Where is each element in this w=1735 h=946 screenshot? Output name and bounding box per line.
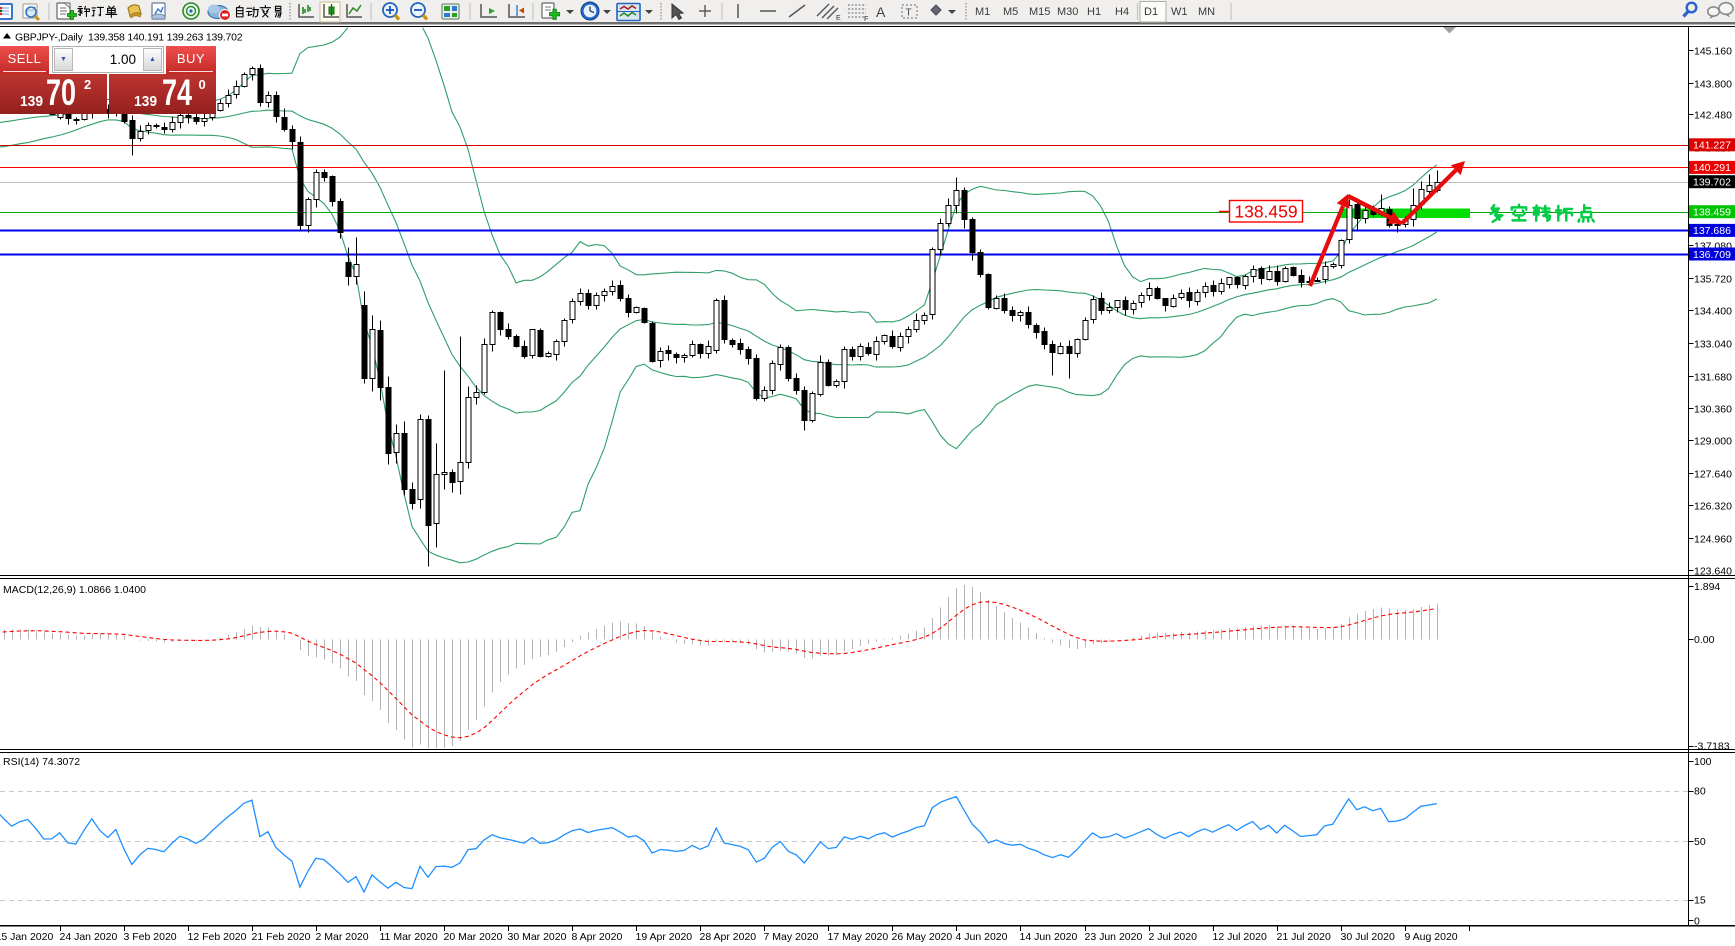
svg-text:RSI(14) 74.3072: RSI(14) 74.3072 xyxy=(3,756,80,768)
svg-text:130.360: 130.360 xyxy=(1694,403,1732,415)
svg-text:138.459: 138.459 xyxy=(1234,202,1297,222)
svg-text:2 Mar 2020: 2 Mar 2020 xyxy=(316,931,369,943)
svg-text:8 Apr 2020: 8 Apr 2020 xyxy=(572,931,623,943)
svg-text:11 Mar 2020: 11 Mar 2020 xyxy=(380,931,438,943)
svg-text:H1: H1 xyxy=(1087,6,1101,18)
svg-text:127.640: 127.640 xyxy=(1694,468,1732,480)
svg-text:1.894: 1.894 xyxy=(1694,581,1720,593)
svg-text:135.720: 135.720 xyxy=(1694,273,1732,285)
svg-text:9 Aug 2020: 9 Aug 2020 xyxy=(1405,931,1458,943)
svg-text:136.709: 136.709 xyxy=(1693,249,1731,261)
svg-text:137.686: 137.686 xyxy=(1693,225,1731,237)
svg-text:3 Feb 2020: 3 Feb 2020 xyxy=(124,931,177,943)
svg-text:21 Feb 2020: 21 Feb 2020 xyxy=(252,931,311,943)
svg-text:19 Apr 2020: 19 Apr 2020 xyxy=(636,931,693,943)
svg-text:138.459: 138.459 xyxy=(1693,207,1731,219)
svg-text:23 Jun 2020: 23 Jun 2020 xyxy=(1085,931,1143,943)
svg-text:0.00: 0.00 xyxy=(1694,634,1715,646)
svg-text:H4: H4 xyxy=(1115,6,1129,18)
svg-text:15 Jan 2020: 15 Jan 2020 xyxy=(0,931,53,943)
svg-text:30 Mar 2020: 30 Mar 2020 xyxy=(508,931,567,943)
svg-text:12 Feb 2020: 12 Feb 2020 xyxy=(188,931,247,943)
svg-text:7 May 2020: 7 May 2020 xyxy=(764,931,819,943)
svg-text:M15: M15 xyxy=(1029,6,1050,18)
svg-text:M1: M1 xyxy=(975,6,990,18)
svg-text:30 Jul 2020: 30 Jul 2020 xyxy=(1341,931,1395,943)
svg-text:80: 80 xyxy=(1694,785,1706,797)
svg-text:145.160: 145.160 xyxy=(1694,45,1732,57)
svg-text:126.320: 126.320 xyxy=(1694,500,1732,512)
svg-text:21 Jul 2020: 21 Jul 2020 xyxy=(1277,931,1331,943)
svg-text:141.227: 141.227 xyxy=(1693,140,1731,152)
svg-text:131.680: 131.680 xyxy=(1694,371,1732,383)
svg-text:124.960: 124.960 xyxy=(1694,533,1732,545)
svg-text:D1: D1 xyxy=(1144,6,1158,18)
svg-text:12 Jul 2020: 12 Jul 2020 xyxy=(1213,931,1267,943)
svg-text:15: 15 xyxy=(1694,895,1706,907)
svg-text:50: 50 xyxy=(1694,836,1706,848)
svg-text:MACD(12,26,9) 1.0866 1.0400: MACD(12,26,9) 1.0866 1.0400 xyxy=(3,584,146,596)
svg-text:E: E xyxy=(836,15,841,22)
svg-text:4 Jun 2020: 4 Jun 2020 xyxy=(956,931,1008,943)
svg-text:2 Jul 2020: 2 Jul 2020 xyxy=(1149,931,1198,943)
svg-text:W1: W1 xyxy=(1171,6,1188,18)
svg-text:24 Jan 2020: 24 Jan 2020 xyxy=(60,931,118,943)
svg-text:A: A xyxy=(876,4,886,20)
svg-text:142.480: 142.480 xyxy=(1694,109,1732,121)
svg-text:14 Jun 2020: 14 Jun 2020 xyxy=(1020,931,1078,943)
svg-text:MN: MN xyxy=(1198,6,1215,18)
svg-text:134.400: 134.400 xyxy=(1694,305,1732,317)
svg-text:140.291: 140.291 xyxy=(1693,162,1731,174)
svg-text:20 Mar 2020: 20 Mar 2020 xyxy=(444,931,503,943)
svg-text:139.702: 139.702 xyxy=(1693,177,1731,189)
svg-text:0: 0 xyxy=(1694,915,1700,927)
svg-text:123.640: 123.640 xyxy=(1694,565,1732,577)
svg-text:-3.7183: -3.7183 xyxy=(1694,740,1730,752)
svg-text:133.040: 133.040 xyxy=(1694,338,1732,350)
svg-text:100: 100 xyxy=(1694,756,1712,768)
svg-text:129.000: 129.000 xyxy=(1694,435,1732,447)
svg-text:143.800: 143.800 xyxy=(1694,78,1732,90)
svg-text:28 Apr 2020: 28 Apr 2020 xyxy=(700,931,757,943)
svg-text:M5: M5 xyxy=(1003,6,1018,18)
svg-text:26 May 2020: 26 May 2020 xyxy=(892,931,953,943)
svg-text:M30: M30 xyxy=(1057,6,1078,18)
svg-text:T: T xyxy=(906,8,912,19)
svg-text:F: F xyxy=(864,16,868,23)
svg-text:GBPJPY-,Daily 139.358 140.191: GBPJPY-,Daily 139.358 140.191 139.263 13… xyxy=(15,32,243,44)
svg-text:17 May 2020: 17 May 2020 xyxy=(828,931,889,943)
